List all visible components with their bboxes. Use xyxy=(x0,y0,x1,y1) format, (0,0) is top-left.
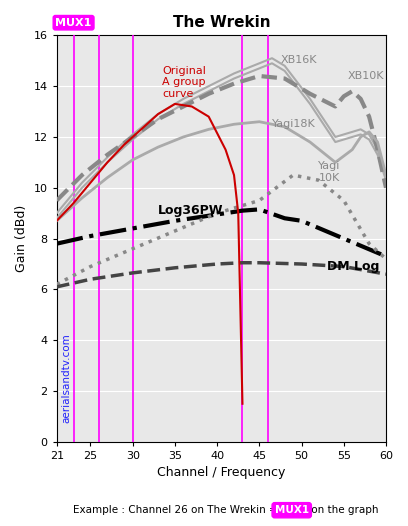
Text: aerialsandtv.com: aerialsandtv.com xyxy=(61,333,71,423)
Title: The Wrekin: The Wrekin xyxy=(173,15,270,30)
Text: DM Log: DM Log xyxy=(327,260,379,273)
Text: Original
A group
curve: Original A group curve xyxy=(162,66,206,99)
Text: on the graph: on the graph xyxy=(308,505,379,515)
Text: XB10K: XB10K xyxy=(348,71,384,81)
Text: XB16K: XB16K xyxy=(280,55,317,65)
X-axis label: Channel / Frequency: Channel / Frequency xyxy=(157,467,286,479)
Text: MUX1: MUX1 xyxy=(275,505,309,515)
Text: Log36PW: Log36PW xyxy=(158,204,224,217)
Text: Yagi18K: Yagi18K xyxy=(272,119,316,129)
Text: MUX1: MUX1 xyxy=(55,18,92,28)
Text: Yagi
10K: Yagi 10K xyxy=(319,161,341,183)
Text: Example : Channel 26 on The Wrekin =: Example : Channel 26 on The Wrekin = xyxy=(73,505,282,515)
Y-axis label: Gain (dBd): Gain (dBd) xyxy=(15,205,28,272)
